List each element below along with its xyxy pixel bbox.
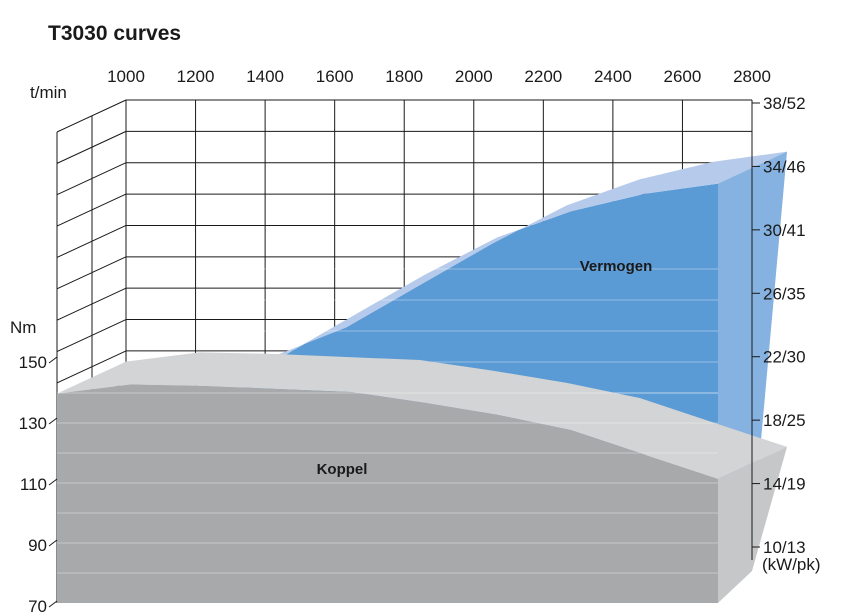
right-tick-34-46: 34/46 <box>763 157 806 176</box>
left-wall-diagonal <box>56 162 127 196</box>
x-tick-2400: 2400 <box>594 67 632 86</box>
x-tick-1000: 1000 <box>107 67 145 86</box>
right-tick-labels: 10/13 14/19 18/25 22/30 26/35 30/41 34/46 38/52 <box>751 94 806 560</box>
x-tick-1600: 1600 <box>316 67 354 86</box>
torque-top-face <box>57 352 787 479</box>
left-axis-label: Nm <box>10 318 36 337</box>
x-axis-label: t/min <box>30 83 67 102</box>
left-wall-diagonal <box>56 225 127 258</box>
right-tick-22-30: 22/30 <box>763 348 806 367</box>
left-tick-mark <box>48 356 58 364</box>
x-tick-2200: 2200 <box>524 67 562 86</box>
left-tick-70: 70 <box>28 597 47 614</box>
right-tick-10-13: 10/13 <box>763 538 806 557</box>
power-top-face <box>244 151 787 368</box>
left-tick-90: 90 <box>28 536 47 555</box>
x-tick-labels: 1000 1200 1400 1600 1800 2000 2200 2400 2600 2800 <box>107 67 771 86</box>
left-wall-diagonal <box>56 350 127 384</box>
x-tick-2000: 2000 <box>455 67 493 86</box>
left-tick-mark <box>48 600 58 608</box>
left-wall-diagonal <box>56 130 127 164</box>
right-tick-18-25: 18/25 <box>763 411 806 430</box>
left-tick-labels: 70 90 110 130 150 <box>19 353 58 614</box>
x-tick-1800: 1800 <box>385 67 423 86</box>
right-tick-38-52: 38/52 <box>763 94 806 113</box>
left-tick-mark <box>48 478 58 486</box>
left-tick-130: 130 <box>19 414 47 433</box>
x-tick-1400: 1400 <box>246 67 284 86</box>
left-wall-diagonal <box>56 287 127 321</box>
right-tick-14-19: 14/19 <box>763 475 806 494</box>
right-tick-26-35: 26/35 <box>763 284 806 303</box>
left-tick-110: 110 <box>20 475 47 494</box>
torque-front-face <box>57 384 718 603</box>
left-tick-mark <box>48 539 58 547</box>
left-tick-mark <box>48 417 58 425</box>
left-wall-diagonal <box>56 256 127 290</box>
series-label-koppel: Koppel <box>317 461 368 478</box>
series-label-vermogen: Vermogen <box>580 258 653 275</box>
x-tick-2600: 2600 <box>664 67 702 86</box>
left-wall-diagonal <box>56 193 127 227</box>
x-tick-1200: 1200 <box>177 67 215 86</box>
right-tick-30-41: 30/41 <box>763 221 806 240</box>
torque-area <box>57 352 787 603</box>
left-wall-diagonal <box>56 319 127 352</box>
right-axis-label: (kW/pk) <box>762 555 821 574</box>
x-tick-2800: 2800 <box>733 67 771 86</box>
chart-title: T3030 curves <box>48 22 181 45</box>
left-tick-150: 150 <box>19 353 47 372</box>
